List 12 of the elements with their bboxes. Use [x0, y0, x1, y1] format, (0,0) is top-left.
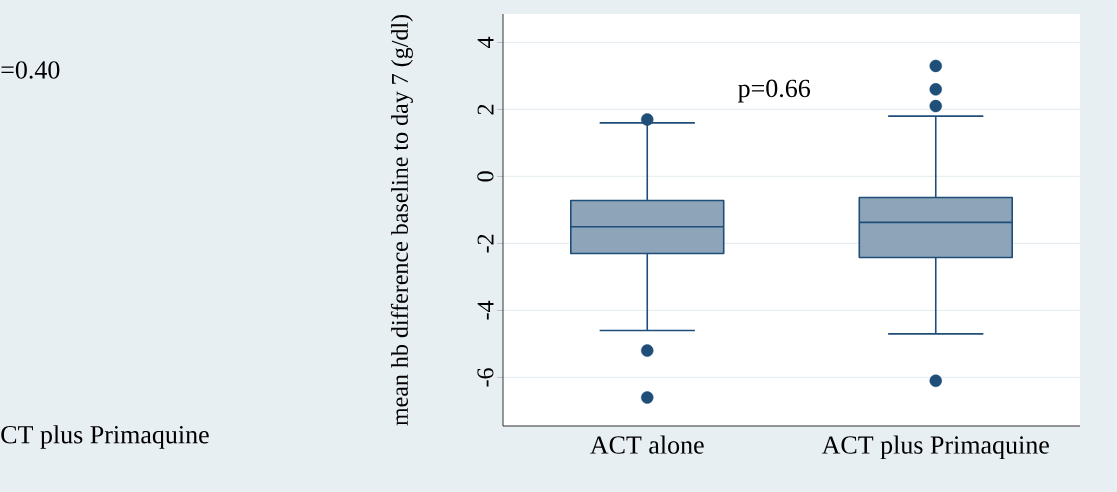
x-tick-label: ACT plus Primaquine [821, 435, 1049, 460]
y-tick-label: -4 [477, 300, 494, 320]
y-tick-label: 2 [477, 104, 494, 115]
y-tick-label: -2 [477, 234, 494, 253]
y-tick-label: -6 [477, 368, 494, 387]
text: CT plus Primaquine [1, 425, 209, 449]
annotation: p=0.66 [738, 79, 810, 103]
y-axis-title: mean hb difference baseline to day 7 (g/dl) [390, 14, 413, 426]
text: =0.40 [1, 61, 60, 79]
x-tick-label: ACT alone [590, 435, 704, 454]
y-tick-label: 4 [477, 36, 494, 48]
y-tick-label: 0 [477, 171, 494, 182]
